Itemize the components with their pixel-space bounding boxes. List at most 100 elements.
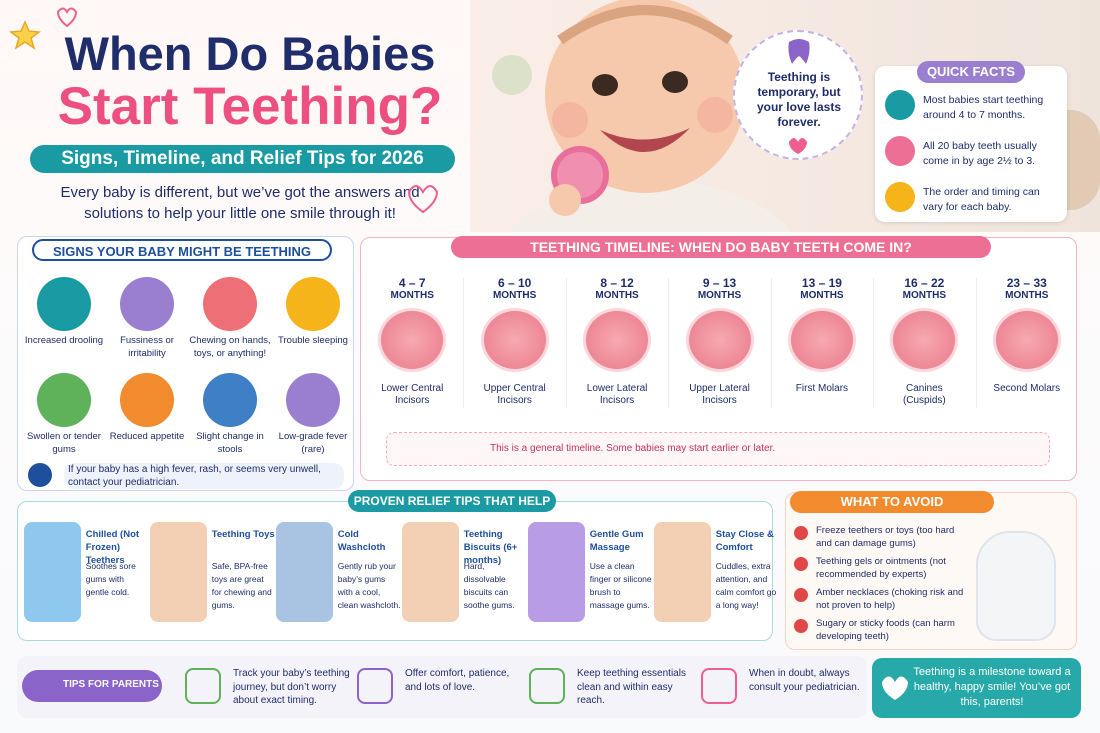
timeline-note: This is a general timeline. Some babies … bbox=[386, 432, 1050, 466]
divider bbox=[668, 278, 670, 408]
section-title: WHAT TO AVOID bbox=[790, 491, 994, 513]
tip-text: Gently rub your baby’s gums with a cool,… bbox=[337, 561, 401, 610]
sign-note: If your baby has a high fever, rash, or … bbox=[64, 463, 344, 489]
title-line2: Start Teething? bbox=[57, 77, 443, 136]
tip-text: Hard, dissolvable biscuits can soothe gu… bbox=[463, 561, 515, 610]
tip-name: Cold Washcloth bbox=[337, 529, 386, 553]
sign-icon bbox=[120, 373, 174, 427]
stage-unit: MONTHS bbox=[902, 290, 947, 301]
section-title: PROVEN RELIEF TIPS THAT HELP bbox=[348, 490, 556, 512]
quick-facts-panel: QUICK FACTS Most babies start teething ar… bbox=[875, 61, 1067, 222]
divider bbox=[873, 278, 875, 408]
sign-label: Swollen or tender gums bbox=[27, 431, 101, 455]
sign-label: Trouble sleeping bbox=[278, 335, 348, 346]
stage-label: Upper Central Incisors bbox=[483, 383, 546, 406]
sign-label: Chewing on hands, toys, or anything! bbox=[189, 335, 271, 359]
fact-text: The order and timing can vary for each b… bbox=[923, 186, 1040, 213]
divider bbox=[975, 278, 977, 408]
stage-age: 16 – 22 bbox=[904, 276, 945, 290]
section-title: QUICK FACTS bbox=[917, 61, 1025, 83]
tip-image bbox=[528, 522, 585, 622]
parent-icon bbox=[529, 668, 565, 704]
tip-image bbox=[24, 522, 81, 622]
mouth bbox=[685, 308, 754, 372]
sign-icon bbox=[120, 277, 174, 331]
section-title: SIGNS YOUR BABY MIGHT BE TEETHING bbox=[32, 239, 332, 261]
stage-age: 9 – 13 bbox=[702, 276, 737, 290]
heart-icon bbox=[789, 138, 807, 154]
avoid-text: Freeze teethers or toys (too hard and ca… bbox=[816, 525, 955, 549]
title-line1: When Do Babies bbox=[64, 27, 436, 80]
closing-text: Teething is a milestone toward a healthy… bbox=[913, 666, 1071, 708]
parents-panel: TIPS FOR PARENTS Track your baby’s teethi… bbox=[17, 656, 867, 718]
tip-name: Chilled (Not Frozen) Teethers bbox=[85, 529, 140, 566]
sign-label: Increased drooling bbox=[24, 335, 104, 346]
sign-label: Slight change in stools bbox=[196, 431, 264, 455]
tip-name: Teething Biscuits (6+ months) bbox=[463, 529, 518, 566]
stage-age: 13 – 19 bbox=[801, 276, 842, 290]
sign-label: Reduced appetite bbox=[109, 431, 185, 442]
sign-icon bbox=[203, 277, 257, 331]
stage-age: 23 – 33 bbox=[1006, 276, 1047, 290]
sign-icon bbox=[37, 373, 91, 427]
mouth bbox=[583, 308, 652, 372]
mouth bbox=[890, 308, 959, 372]
avoid-panel: WHAT TO AVOID Freeze teethers or toys (to… bbox=[785, 491, 1077, 650]
parent-tip: Track your baby’s teething journey, but … bbox=[233, 668, 350, 706]
mouth bbox=[480, 308, 549, 372]
fact-text: Most babies start teething around 4 to 7… bbox=[923, 94, 1044, 121]
sign-icon bbox=[203, 373, 257, 427]
stage-unit: MONTHS bbox=[697, 290, 742, 301]
stage-unit: MONTHS bbox=[595, 290, 639, 301]
sign-icon bbox=[37, 277, 91, 331]
avoid-icon bbox=[794, 526, 808, 540]
fact-icon bbox=[885, 136, 915, 166]
stage-label: First Molars bbox=[795, 383, 849, 394]
heart-decor bbox=[407, 185, 439, 214]
fact-icon bbox=[885, 182, 915, 212]
tip-text: Soothes sore gums with gentle cold. bbox=[85, 561, 136, 597]
mouth bbox=[378, 308, 447, 372]
tip-name: Teething Toys bbox=[211, 529, 275, 540]
parents-title: TIPS FOR PARENTS bbox=[63, 679, 159, 690]
tooth-icon bbox=[788, 39, 810, 64]
tip-text: Safe, BPA-free toys are great for chewin… bbox=[211, 561, 272, 610]
fact-text: All 20 baby teeth usually come in by age… bbox=[923, 140, 1037, 167]
parent-icon bbox=[185, 668, 221, 704]
parent-tip: Keep teething essentials clean and withi… bbox=[577, 668, 686, 706]
parent-tip: When in doubt, always consult your pedia… bbox=[749, 668, 860, 693]
tip-image bbox=[402, 522, 459, 622]
stage-label: Lower Central Incisors bbox=[381, 383, 444, 406]
sign-icon bbox=[286, 277, 340, 331]
relief-panel: PROVEN RELIEF TIPS THAT HELP Chilled (Not… bbox=[17, 490, 776, 641]
parent-icon bbox=[357, 668, 393, 704]
section-title: TEETHING TIMELINE: WHEN DO BABY TEETH CO… bbox=[451, 236, 991, 258]
parents-title-pill bbox=[22, 670, 162, 702]
quote: Teething is temporary, but your love las… bbox=[756, 70, 842, 129]
mouth bbox=[992, 308, 1061, 372]
avoid-text: Teething gels or ointments (not recommen… bbox=[816, 556, 946, 580]
divider bbox=[770, 278, 772, 408]
closing-box bbox=[872, 658, 1081, 718]
sign-label: Low-grade fever (rare) bbox=[278, 431, 348, 455]
note-icon bbox=[28, 463, 52, 487]
signs-panel: SIGNS YOUR BABY MIGHT BE TEETHING Increas… bbox=[17, 236, 354, 491]
stage-unit: MONTHS bbox=[492, 290, 537, 301]
intro: Every baby is different, but we’ve got t… bbox=[60, 184, 420, 222]
stage-label: Upper Lateral Incisors bbox=[689, 383, 750, 406]
avoid-text: Amber necklaces (choking risk and not pr… bbox=[816, 587, 964, 611]
divider bbox=[463, 278, 465, 408]
tip-image bbox=[150, 522, 207, 622]
avoid-icon bbox=[794, 557, 808, 571]
tip-image bbox=[654, 522, 711, 622]
stage-age: 4 – 7 bbox=[398, 276, 426, 290]
avoid-icon bbox=[794, 619, 808, 633]
tip-name: Stay Close & Comfort bbox=[715, 529, 774, 553]
stage-label: Canines (Cuspids) bbox=[902, 383, 946, 406]
avoid-text: Sugary or sticky foods (can harm develop… bbox=[816, 618, 955, 642]
mouth bbox=[787, 308, 856, 372]
tip-name: Gentle Gum Massage bbox=[589, 529, 644, 553]
stage-unit: MONTHS bbox=[1005, 290, 1049, 301]
stage-age: 8 – 12 bbox=[600, 276, 634, 290]
